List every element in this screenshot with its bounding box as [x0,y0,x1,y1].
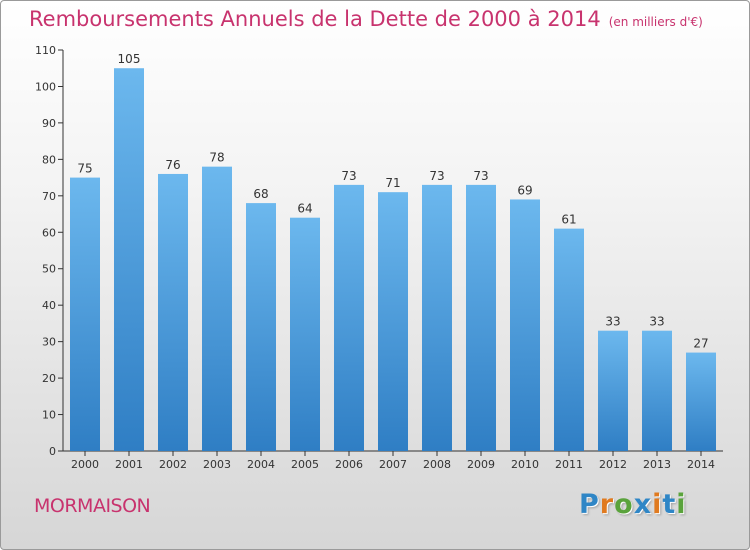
y-tick-label: 80 [42,153,56,166]
data-label: 78 [209,151,224,165]
x-tick-label: 2003 [203,458,231,471]
y-tick-label: 50 [42,263,56,276]
chart-title: Remboursements Annuels de la Dette de 20… [29,7,703,31]
bar [422,184,452,451]
y-tick-label: 0 [49,445,56,458]
x-tick-label: 2002 [159,458,187,471]
bar [466,184,496,451]
y-tick-label: 20 [42,372,56,385]
y-tick-label: 30 [42,336,56,349]
x-tick-label: 2005 [291,458,319,471]
x-tick-label: 2012 [599,458,627,471]
bar [290,217,320,451]
x-tick-label: 2010 [511,458,539,471]
x-tick-label: 2006 [335,458,363,471]
bars [70,68,716,452]
bar [598,330,628,451]
y-axis: 0 10 20 30 40 50 60 70 80 90 100 110 [35,44,64,458]
bar [114,68,144,452]
bar [686,352,716,451]
x-tick-label: 2013 [643,458,671,471]
logo-letter: P [579,489,600,520]
x-tick-label: 2014 [687,458,715,471]
data-labels: 75 105 76 78 68 64 73 71 73 73 69 61 33 33 27 [77,52,708,350]
y-tick-label: 110 [35,44,56,57]
bar [642,330,672,451]
x-axis: 2000 2001 2002 2003 2004 2005 2006 2007 2008 2009… [63,450,723,471]
data-label: 64 [297,202,312,216]
title-text: Remboursements Annuels de la Dette de 20… [29,7,601,31]
x-tick-label: 2004 [247,458,275,471]
logo-letter: o [614,489,634,520]
data-label: 75 [77,162,92,176]
data-label: 27 [693,337,708,351]
bar [70,177,100,451]
data-label: 68 [253,187,268,201]
x-tick-label: 2000 [71,458,99,471]
bar [334,184,364,451]
logo-letter: x [633,489,653,520]
data-label: 33 [649,315,664,329]
bar [378,192,408,451]
data-label: 76 [165,158,180,172]
x-tick-label: 2007 [379,458,407,471]
data-label: 71 [385,176,400,190]
bar [246,203,276,451]
logo-letter: r [599,489,615,520]
proxiti-logo[interactable]: Proxiti [579,489,687,520]
x-tick-label: 2009 [467,458,495,471]
bar [158,173,188,452]
x-tick-label: 2001 [115,458,143,471]
x-tick-label: 2011 [555,458,583,471]
bar [554,228,584,451]
bar [510,199,540,451]
y-tick-label: 10 [42,409,56,422]
data-label: 61 [561,213,576,227]
logo-letter: i [676,489,687,520]
commune-name: MORMAISON [34,495,151,517]
data-label: 73 [473,169,488,183]
data-label: 33 [605,315,620,329]
x-tick-label: 2008 [423,458,451,471]
y-tick-label: 60 [42,226,56,239]
y-tick-label: 90 [42,117,56,130]
bar [202,166,232,451]
data-label: 73 [429,169,444,183]
logo-letter: i [652,489,663,520]
logo-letter: t [662,489,677,520]
data-label: 105 [118,52,141,66]
y-tick-label: 100 [35,80,56,93]
y-tick-label: 70 [42,190,56,203]
unit-label: (en milliers d'€) [608,15,703,29]
y-tick-label: 40 [42,299,56,312]
data-label: 69 [517,183,532,197]
data-label: 73 [341,169,356,183]
